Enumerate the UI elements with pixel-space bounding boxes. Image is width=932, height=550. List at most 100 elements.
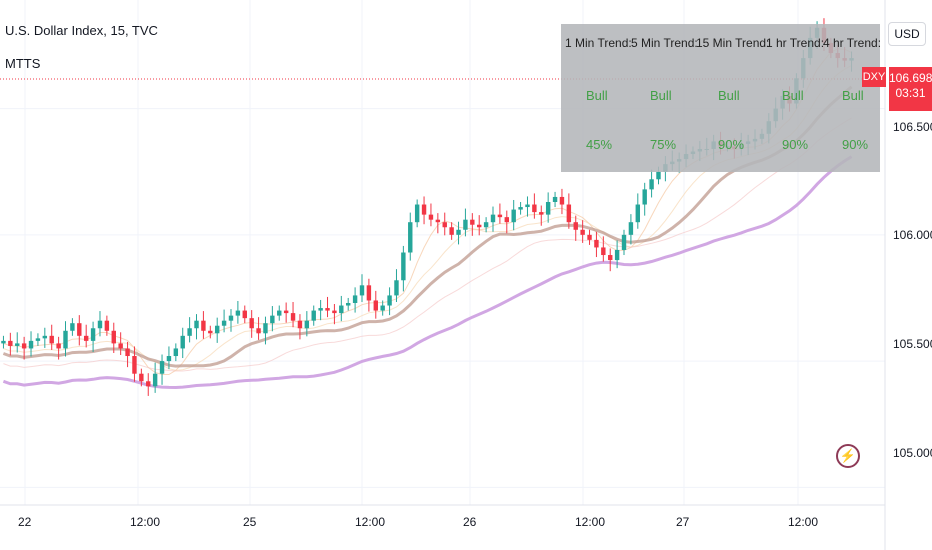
candle-body — [387, 295, 392, 306]
candle-body — [573, 222, 578, 230]
candle-body — [28, 340, 34, 349]
candle-body — [345, 303, 351, 306]
candle-body — [249, 318, 254, 329]
candle-body — [463, 219, 468, 230]
candle-body — [228, 315, 234, 321]
candle-body — [146, 381, 151, 387]
trend-status-15min: Bull — [718, 88, 740, 103]
candle-body — [263, 323, 268, 334]
lightning-bolt-icon[interactable]: ⚡ — [836, 444, 860, 468]
candle-body — [642, 189, 647, 205]
candle-body — [49, 335, 54, 344]
bar-countdown: 03:31 — [895, 86, 926, 100]
trend-table: 1 Min Trend: 5 Min Trend: 15 Min Trend: … — [561, 24, 882, 172]
candle-body — [304, 320, 310, 329]
currency-button[interactable]: USD — [888, 22, 926, 46]
candle-body — [532, 204, 537, 213]
candle-body — [649, 179, 654, 190]
candle-body — [77, 323, 82, 336]
x-tick: 12:00 — [788, 515, 819, 529]
candle-body — [318, 308, 323, 311]
y-tick: 105.000 — [893, 446, 932, 460]
candle-body — [83, 335, 89, 341]
candle-body — [401, 252, 406, 281]
candle-body — [70, 323, 75, 331]
candle-body — [63, 330, 68, 349]
candle-body — [566, 204, 572, 223]
candle-body — [408, 222, 413, 253]
ma-line — [2, 155, 853, 390]
candle-body — [139, 373, 144, 382]
candle-body — [497, 214, 503, 218]
candle-body — [421, 204, 427, 215]
candle-body — [428, 214, 434, 220]
candle-body — [152, 373, 158, 387]
candle-body — [277, 310, 282, 316]
candle-body — [97, 320, 103, 329]
x-tick: 12:00 — [575, 515, 606, 529]
candle-body — [159, 361, 165, 374]
candle-body — [511, 209, 516, 223]
candle-body — [221, 320, 227, 326]
candle-body — [90, 328, 96, 341]
candle-body — [180, 335, 185, 349]
candle-body — [297, 320, 303, 329]
candle-body — [525, 204, 530, 208]
candle-body — [214, 325, 220, 334]
candle-body — [635, 204, 641, 223]
trend-status-1hr: Bull — [782, 88, 804, 103]
candle-body — [456, 229, 461, 235]
candle-body — [373, 300, 378, 311]
candle-body — [235, 310, 241, 316]
candle-body — [352, 295, 358, 303]
trend-header-4hr: 4 hr Trend: — [823, 36, 882, 50]
candle-body — [359, 285, 365, 296]
trend-header-5min: 5 Min Trend: — [631, 36, 698, 50]
candle-body — [132, 356, 137, 374]
indicator-legend[interactable]: MTTS — [5, 56, 41, 71]
trend-percent-4hr: 90% — [842, 137, 869, 152]
candle-body — [208, 330, 213, 334]
candle-body — [332, 310, 337, 314]
x-tick: 22 — [18, 515, 32, 529]
candle-body — [490, 214, 496, 223]
candle-body — [483, 222, 489, 228]
last-price-label: 106.698 03:31 — [889, 67, 932, 111]
candle-body — [539, 212, 544, 215]
candle-body — [366, 285, 372, 301]
trend-header-1min: 1 Min Trend: — [565, 36, 632, 50]
candle-body — [656, 171, 661, 180]
candle-body — [614, 249, 620, 261]
symbol-legend[interactable]: U.S. Dollar Index, 15, TVC — [5, 23, 158, 38]
candle-body — [470, 219, 475, 225]
candle-body — [1, 340, 6, 344]
candle-body — [35, 338, 41, 341]
candle-body — [601, 247, 606, 256]
candle-body — [256, 328, 261, 334]
candle-body — [552, 196, 558, 202]
candle-body — [580, 229, 585, 235]
candle-body — [518, 207, 523, 210]
candle-body — [311, 310, 316, 321]
trend-header-15min: 15 Min Trend: — [696, 36, 770, 50]
trend-status-4hr: Bull — [842, 88, 864, 103]
trend-header-1hr: 1 hr Trend: — [766, 36, 825, 50]
candle-body — [187, 328, 192, 336]
candle-body — [621, 234, 627, 250]
trend-status-1min: Bull — [586, 88, 608, 103]
candle-body — [118, 343, 123, 349]
candle-body — [125, 348, 130, 357]
candle-body — [559, 196, 565, 205]
trend-percent-5min: 75% — [650, 137, 677, 152]
candle-body — [394, 280, 399, 296]
candle-body — [56, 343, 61, 349]
x-tick: 25 — [243, 515, 257, 529]
trend-percent-15min: 90% — [718, 137, 745, 152]
candle-body — [435, 219, 441, 223]
ma-line — [3, 117, 852, 372]
x-tick: 12:00 — [130, 515, 161, 529]
candle-body — [283, 310, 289, 314]
trend-percent-1min: 45% — [586, 137, 613, 152]
candle-body — [270, 315, 275, 324]
candle-body — [325, 308, 330, 311]
